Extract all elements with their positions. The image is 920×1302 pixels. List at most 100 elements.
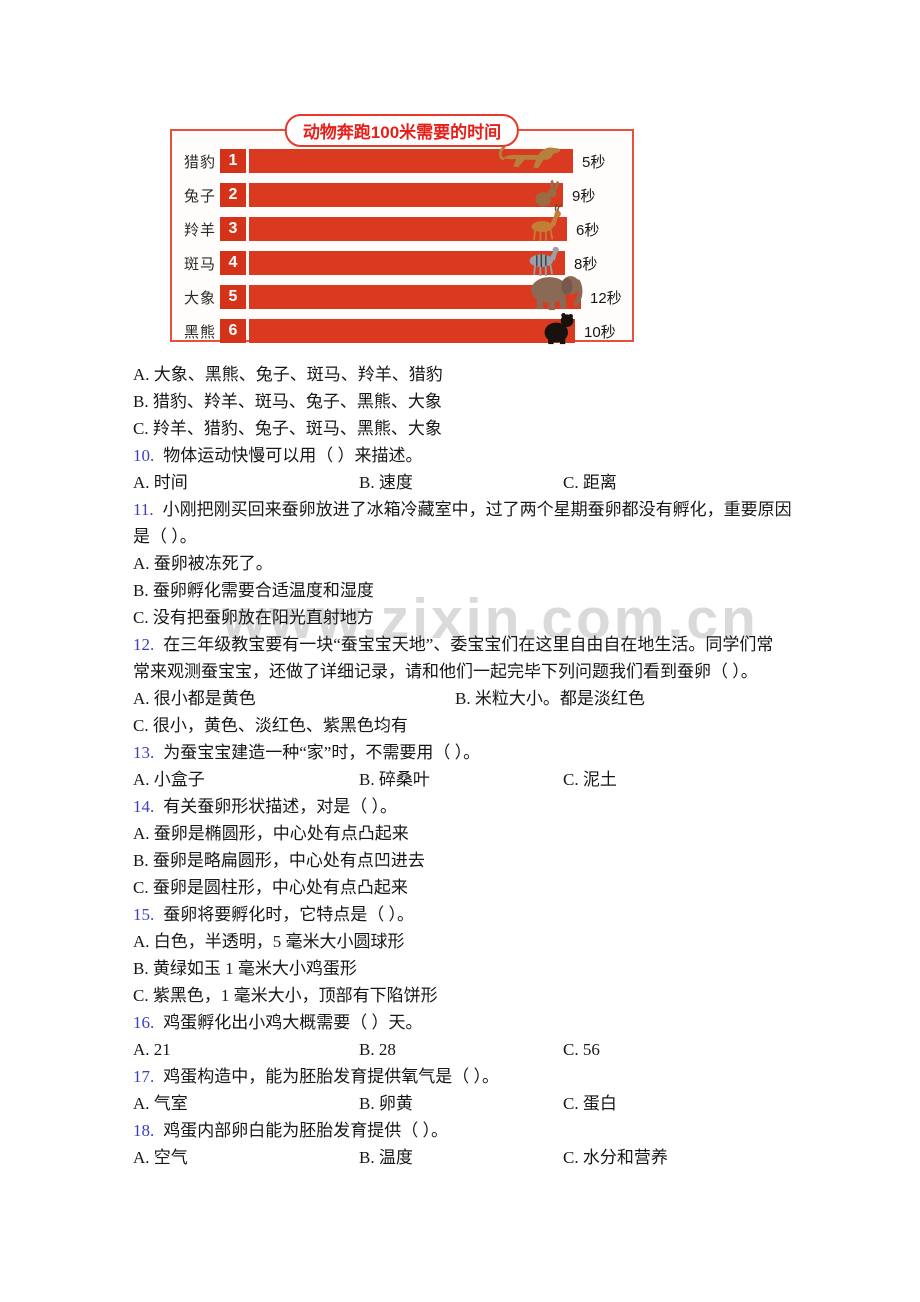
- track-bar: [249, 179, 563, 207]
- option-line: A. 蚕卵被冻死了。: [133, 554, 273, 573]
- option-line: C. 紫黑色，1 毫米大小，顶部有下陷饼形: [133, 986, 438, 1005]
- question-line: 10. 物体运动快慢可以用（ ）来描述。: [133, 442, 801, 469]
- question-line: 13. 为蚕宝宝建造一种“家”时，不需要用（ ）。: [133, 739, 801, 766]
- time-label: 10秒: [584, 323, 616, 341]
- question-number: 15.: [133, 905, 155, 924]
- question-number: 11.: [133, 500, 154, 519]
- question-number: 18.: [133, 1121, 155, 1140]
- option-line: A. 白色，半透明，5 毫米大小圆球形: [133, 932, 405, 951]
- option-line: C. 蚕卵是圆柱形，中心处有点凸起来: [133, 878, 408, 897]
- options-row: A. 时间 B. 速度 C. 距离: [133, 469, 801, 496]
- option-line: B. 猎豹、羚羊、斑马、兔子、黑熊、大象: [133, 392, 442, 411]
- question-line: 14. 有关蚕卵形状描述，对是（ ）。: [133, 793, 801, 820]
- watermark: www.zixin.com.cn: [222, 587, 759, 651]
- option-item: B. 米粒大小。都是淡红色: [455, 689, 645, 708]
- animal-name-label: 兔子: [184, 187, 217, 205]
- bar-row: 黑熊 6 10秒: [184, 313, 622, 345]
- question-continuation: 常来观测蚕宝宝，还做了详细记录，请和他们一起完毕下列问题我们看到蚕卵（ ）。: [133, 662, 758, 681]
- option-line: B. 黄绿如玉 1 毫米大小鸡蛋形: [133, 959, 357, 978]
- track-bar: [249, 246, 565, 276]
- question-text: 物体运动快慢可以用（ ）来描述。: [163, 446, 423, 465]
- antelope-image: [525, 202, 565, 242]
- options-row: A. 空气 B. 温度 C. 水分和营养: [133, 1144, 801, 1171]
- question-text: 有关蚕卵形状描述，对是（ ）。: [163, 797, 397, 816]
- options-row: A. 小盒子 B. 碎桑叶 C. 泥土: [133, 766, 801, 793]
- option-line: A. 蚕卵是椭圆形，中心处有点凸起来: [133, 824, 409, 843]
- bar-row: 羚羊 3 6秒: [184, 203, 622, 242]
- option-item: B. 卵黄: [359, 1094, 413, 1113]
- question-line: 11. 小刚把刚买回来蚕卵放进了冰箱冷藏室中，过了两个星期蚕卵都没有孵化，重要原因: [133, 496, 801, 523]
- rank-badge: 2: [220, 183, 246, 207]
- zebra-image: [525, 240, 563, 276]
- question-line: 12. 在三年级教宝要有一块“蚕宝宝天地”、委宝宝们在这里自由自在地生活。同学们常: [133, 631, 801, 658]
- option-item: C. 56: [563, 1040, 600, 1059]
- question-line: 18. 鸡蛋内部卵白能为胚胎发育提供（ ）。: [133, 1117, 801, 1144]
- option-item: A. 气室: [133, 1094, 188, 1113]
- rank-badge: 5: [220, 285, 246, 309]
- question-continuation: 是（ ）。: [133, 527, 197, 546]
- option-item: B. 速度: [359, 473, 413, 492]
- question-number: 14.: [133, 797, 155, 816]
- animal-name-label: 斑马: [184, 255, 217, 273]
- rank-badge: 3: [220, 217, 246, 241]
- bar-row: 大象 5 12秒: [184, 276, 622, 311]
- track-bar: [249, 313, 575, 345]
- time-label: 8秒: [574, 255, 598, 273]
- option-item: A. 小盒子: [133, 770, 205, 789]
- option-item: C. 泥土: [563, 770, 617, 789]
- animal-name-label: 大象: [184, 289, 217, 307]
- option-item: A. 时间: [133, 473, 188, 492]
- bar-row: 斑马 4 8秒: [184, 246, 622, 276]
- option-item: B. 碎桑叶: [359, 770, 430, 789]
- question-line: 17. 鸡蛋构造中，能为胚胎发育提供氧气是（ ）。: [133, 1063, 801, 1090]
- question-text: 鸡蛋孵化出小鸡大概需要（ ）天。: [163, 1013, 423, 1032]
- question-line: 16. 鸡蛋孵化出小鸡大概需要（ ）天。: [133, 1009, 801, 1036]
- option-line: A. 大象、黑熊、兔子、斑马、羚羊、猎豹: [133, 365, 443, 384]
- animal-race-chart: 动物奔跑100米需要的时间 猎豹 1 5秒兔子 2 9秒羚羊 3 6秒斑马 4 8秒大象 5 12秒…: [170, 114, 634, 345]
- question-text: 鸡蛋内部卵白能为胚胎发育提供（ ）。: [163, 1121, 448, 1140]
- question-number: 13.: [133, 743, 155, 762]
- animal-name-label: 黑熊: [184, 323, 217, 341]
- rank-badge: 6: [220, 319, 246, 343]
- option-item: A. 很小都是黄色: [133, 689, 256, 708]
- question-text: 鸡蛋构造中，能为胚胎发育提供氧气是（ ）。: [163, 1067, 499, 1086]
- option-item: A. 空气: [133, 1148, 188, 1167]
- bar-row: 猎豹 1 5秒: [184, 146, 622, 173]
- options-row: A. 很小都是黄色 B. 米粒大小。都是淡红色: [133, 685, 801, 712]
- rank-badge: 1: [220, 149, 246, 173]
- chart-title: 动物奔跑100米需要的时间: [284, 114, 520, 147]
- question-line: 15. 蚕卵将要孵化时，它特点是（ ）。: [133, 901, 801, 928]
- option-line: B. 蚕卵孵化需要合适温度和湿度: [133, 581, 374, 600]
- option-line: C. 没有把蚕卵放在阳光直射地方: [133, 608, 374, 627]
- rank-badge: 4: [220, 251, 246, 275]
- question-text: 为蚕宝宝建造一种“家”时，不需要用（ ）。: [163, 743, 481, 762]
- option-line: C. 羚羊、猎豹、兔子、斑马、黑熊、大象: [133, 419, 442, 438]
- bar-row: 兔子 2 9秒: [184, 179, 622, 207]
- option-item: A. 21: [133, 1040, 171, 1059]
- question-text: 在三年级教宝要有一块“蚕宝宝天地”、委宝宝们在这里自由自在地生活。同学们常: [163, 635, 774, 654]
- option-item: C. 蛋白: [563, 1094, 617, 1113]
- time-label: 6秒: [576, 221, 600, 239]
- option-item: C. 水分和营养: [563, 1148, 668, 1167]
- option-line: B. 蚕卵是略扁圆形，中心处有点凹进去: [133, 851, 425, 870]
- questions-block: A. 大象、黑熊、兔子、斑马、羚羊、猎豹 B. 猎豹、羚羊、斑马、兔子、黑熊、大象…: [133, 361, 801, 1171]
- options-row: A. 气室 B. 卵黄 C. 蛋白: [133, 1090, 801, 1117]
- animal-name-label: 羚羊: [184, 221, 217, 239]
- option-item: B. 温度: [359, 1148, 413, 1167]
- question-number: 10.: [133, 446, 155, 465]
- time-label: 5秒: [582, 153, 606, 171]
- time-label: 9秒: [572, 187, 596, 205]
- bear-image: [541, 309, 577, 345]
- track-bar: [249, 276, 583, 311]
- question-number: 17.: [133, 1067, 155, 1086]
- option-line: C. 很小，黄色、淡红色、紫黑色均有: [133, 716, 408, 735]
- time-label: 12秒: [590, 289, 622, 307]
- animal-name-label: 猎豹: [184, 153, 217, 171]
- options-row: A. 21 B. 28 C. 56: [133, 1036, 801, 1063]
- question-text: 蚕卵将要孵化时，它特点是（ ）。: [163, 905, 414, 924]
- option-item: C. 距离: [563, 473, 617, 492]
- question-number: 12.: [133, 635, 155, 654]
- question-text: 小刚把刚买回来蚕卵放进了冰箱冷藏室中，过了两个星期蚕卵都没有孵化，重要原因: [162, 500, 792, 519]
- rabbit-image: [531, 179, 561, 207]
